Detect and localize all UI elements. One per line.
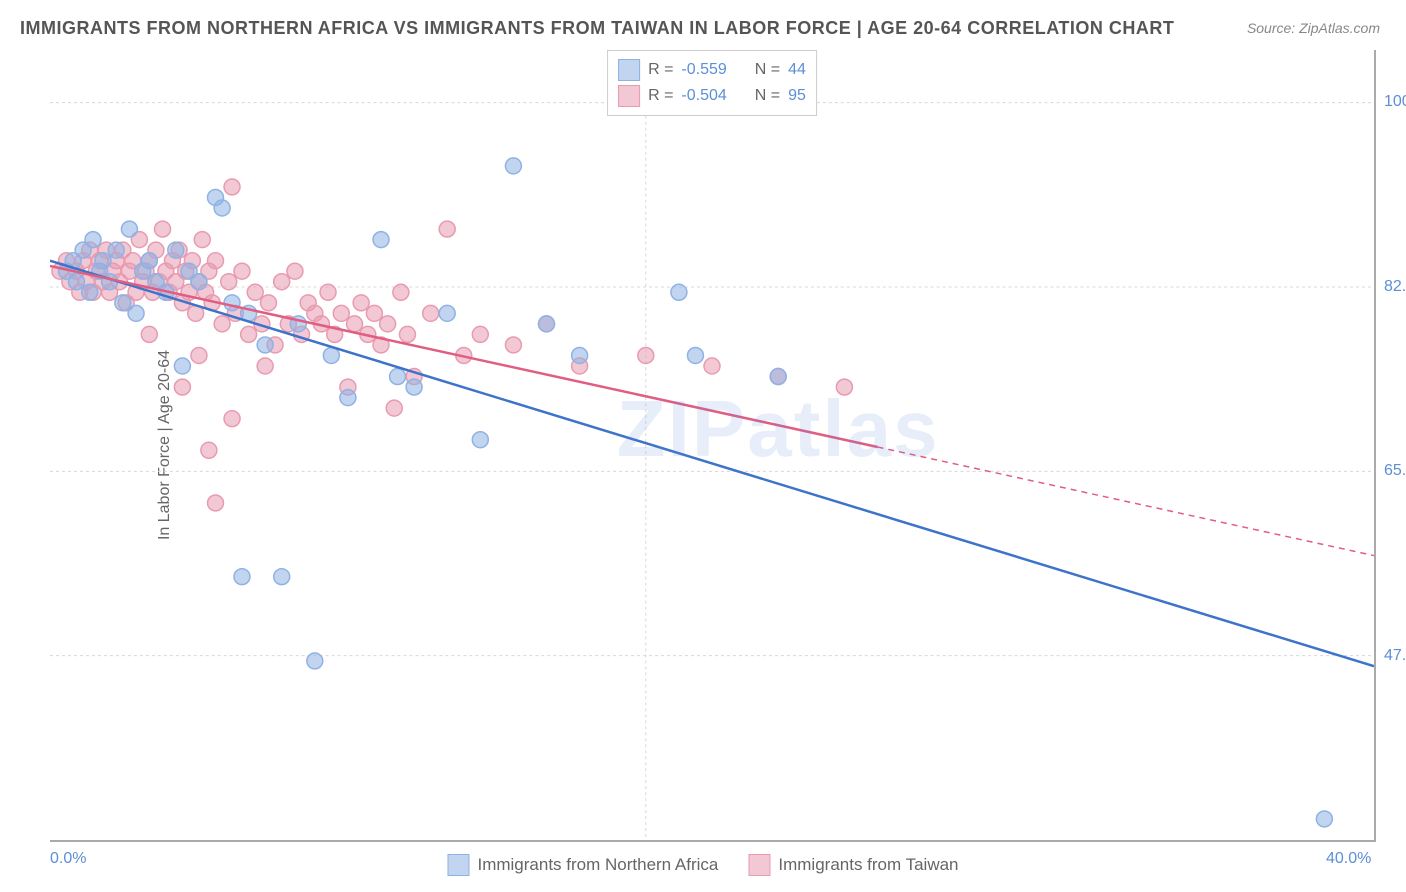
- legend-n-label: N =: [755, 61, 780, 79]
- legend-r-label: R =: [648, 87, 673, 105]
- legend-swatch: [748, 854, 770, 876]
- bottom-legend-item: Immigrants from Northern Africa: [447, 854, 718, 876]
- scatter-plot-svg: [50, 50, 1374, 840]
- legend-r-value: -0.504: [681, 87, 726, 105]
- legend-row: R = -0.504 N = 95: [618, 83, 806, 109]
- y-tick-label: 100.0%: [1384, 93, 1406, 111]
- bottom-legend-item: Immigrants from Taiwan: [748, 854, 958, 876]
- bottom-legend: Immigrants from Northern Africa Immigrant…: [447, 854, 958, 876]
- chart-title: IMMIGRANTS FROM NORTHERN AFRICA VS IMMIG…: [20, 18, 1174, 39]
- legend-n-value: 95: [788, 87, 806, 105]
- chart-container: IMMIGRANTS FROM NORTHERN AFRICA VS IMMIG…: [0, 0, 1406, 892]
- x-tick-label: 40.0%: [1326, 850, 1371, 868]
- source-text: Source: ZipAtlas.com: [1247, 20, 1380, 36]
- legend-n-value: 44: [788, 61, 806, 79]
- y-tick-label: 82.5%: [1384, 278, 1406, 296]
- legend-r-label: R =: [648, 61, 673, 79]
- legend-row: R = -0.559 N = 44: [618, 57, 806, 83]
- legend-swatch: [447, 854, 469, 876]
- plot-area: In Labor Force | Age 20-64 R = -0.559 N …: [50, 50, 1376, 842]
- correlation-legend: R = -0.559 N = 44 R = -0.504 N = 95: [607, 50, 817, 116]
- legend-swatch: [618, 59, 640, 81]
- legend-label: Immigrants from Taiwan: [778, 855, 958, 875]
- legend-label: Immigrants from Northern Africa: [477, 855, 718, 875]
- legend-r-value: -0.559: [681, 61, 726, 79]
- y-tick-label: 65.0%: [1384, 462, 1406, 480]
- x-tick-label: 0.0%: [50, 850, 86, 868]
- legend-swatch: [618, 85, 640, 107]
- legend-n-label: N =: [755, 87, 780, 105]
- y-tick-label: 47.5%: [1384, 647, 1406, 665]
